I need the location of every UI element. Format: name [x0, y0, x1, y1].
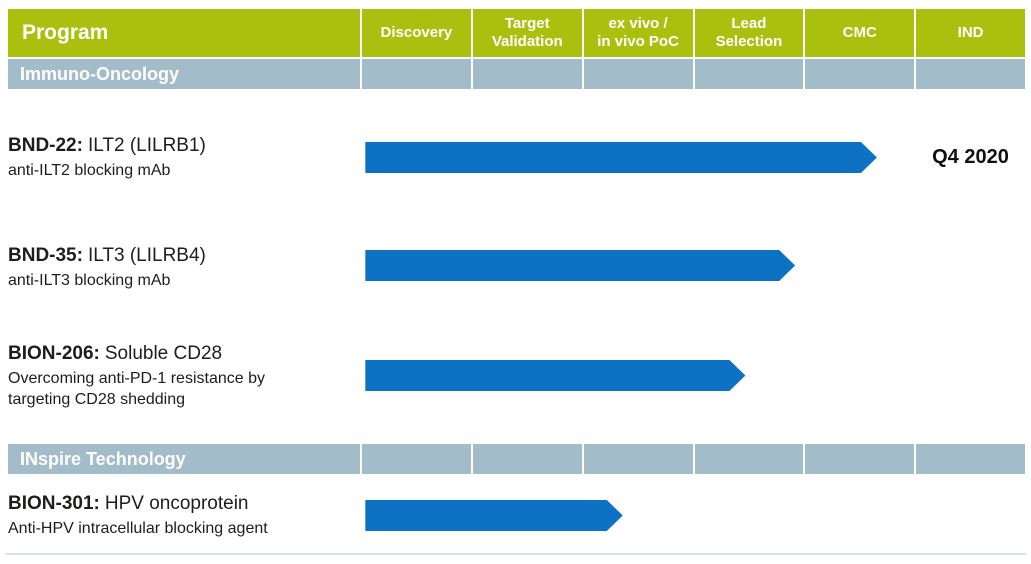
program-row-bnd-35: BND-35: ILT3 (LILRB4) anti-ILT3 blocking …	[8, 244, 353, 291]
program-description: anti-ILT3 blocking mAb	[8, 272, 171, 289]
program-code: BION-301:	[8, 493, 100, 514]
header-cell-cmc: CMC	[805, 9, 915, 57]
section-label: INspire Technology	[8, 444, 360, 474]
stage-arrow-bion-206	[365, 360, 745, 391]
program-description: Anti-HPV intracellular blocking agent	[8, 520, 268, 537]
stage-arrow-bnd-35	[365, 250, 795, 281]
header-cell-ind: IND	[916, 9, 1025, 57]
stage-arrow-bnd-22	[365, 142, 877, 173]
program-row-bnd-22: BND-22: ILT2 (LILRB1) anti-ILT2 blocking …	[8, 134, 353, 181]
section-cell	[916, 59, 1025, 89]
program-description: Overcoming anti-PD-1 resistance by targe…	[8, 370, 265, 408]
section-row-inspire-technology: INspire Technology	[8, 444, 1025, 474]
header-cell-target-validation: Target Validation	[472, 9, 582, 57]
program-code: BND-22:	[8, 135, 83, 156]
section-cell	[694, 59, 804, 89]
program-row-bion-206: BION-206: Soluble CD28 Overcoming anti-PD…	[8, 342, 353, 410]
stage-arrow-bion-301	[365, 500, 622, 531]
section-cell	[472, 59, 582, 89]
program-code: BND-35:	[8, 245, 83, 266]
program-row-bion-301: BION-301: HPV oncoprotein Anti-HPV intrac…	[8, 492, 353, 539]
section-cell	[362, 444, 471, 474]
header-cell-ex-vivo-in-vivo-poc: ex vivo / in vivo PoC	[583, 9, 693, 57]
section-cell	[583, 59, 693, 89]
milestone-label: Q4 2020	[932, 146, 1009, 168]
program-name: HPV oncoprotein	[104, 493, 249, 514]
program-description: anti-ILT2 blocking mAb	[8, 162, 171, 179]
section-row-immuno-oncology: Immuno-Oncology	[8, 59, 1025, 89]
header-cell-discovery: Discovery	[362, 9, 471, 57]
section-cell	[362, 59, 471, 89]
section-cell	[916, 444, 1025, 474]
program-name: ILT2 (LILRB1)	[87, 135, 206, 156]
program-code: BION-206:	[8, 343, 100, 364]
section-label: Immuno-Oncology	[8, 59, 360, 89]
program-title: BND-35: ILT3 (LILRB4)	[8, 244, 353, 268]
bottom-divider	[5, 553, 1026, 555]
section-cell	[805, 444, 915, 474]
header-cell-lead-selection: Lead Selection	[694, 9, 804, 57]
section-cell	[583, 444, 693, 474]
section-cell	[472, 444, 582, 474]
program-title: BION-206: Soluble CD28	[8, 342, 353, 366]
table-header-row: Program Discovery Target Validation ex v…	[8, 9, 1025, 57]
section-cell	[694, 444, 804, 474]
program-name: Soluble CD28	[104, 343, 223, 364]
section-cell	[805, 59, 915, 89]
program-name: ILT3 (LILRB4)	[87, 245, 206, 266]
header-cell-program: Program	[8, 9, 360, 57]
program-title: BION-301: HPV oncoprotein	[8, 492, 353, 516]
program-title: BND-22: ILT2 (LILRB1)	[8, 134, 353, 158]
